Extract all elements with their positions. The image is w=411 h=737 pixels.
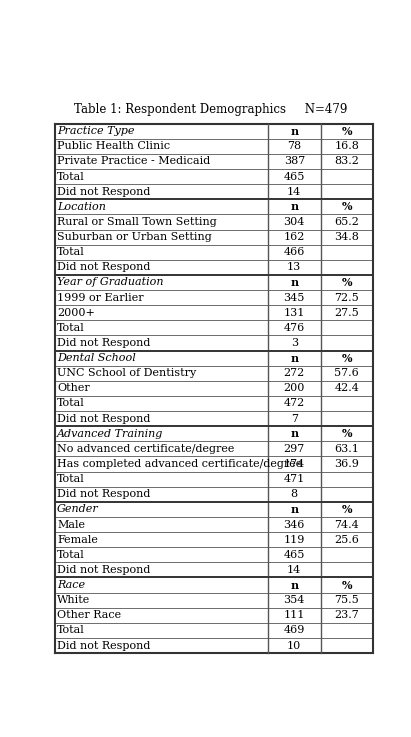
Text: Total: Total <box>57 474 85 484</box>
Text: Advanced Training: Advanced Training <box>57 429 164 439</box>
Text: 131: 131 <box>284 308 305 318</box>
Text: 465: 465 <box>284 172 305 181</box>
Text: 3: 3 <box>291 338 298 348</box>
Text: %: % <box>342 428 352 439</box>
Text: %: % <box>342 126 352 136</box>
Text: 75.5: 75.5 <box>335 595 359 605</box>
Text: 472: 472 <box>284 399 305 408</box>
Text: n: n <box>290 201 298 212</box>
Text: Table 1: Respondent Demographics     N=479: Table 1: Respondent Demographics N=479 <box>74 102 347 116</box>
Text: Did not Respond: Did not Respond <box>57 565 150 575</box>
Text: n: n <box>290 277 298 288</box>
Text: 387: 387 <box>284 156 305 167</box>
Text: Did not Respond: Did not Respond <box>57 489 150 499</box>
Text: 83.2: 83.2 <box>335 156 359 167</box>
Text: 10: 10 <box>287 640 301 651</box>
Text: 345: 345 <box>284 293 305 303</box>
Text: 272: 272 <box>284 368 305 378</box>
Text: Year of Graduation: Year of Graduation <box>57 277 164 287</box>
Text: 14: 14 <box>287 565 301 575</box>
Text: Location: Location <box>57 202 106 212</box>
Text: Total: Total <box>57 626 85 635</box>
Text: Gender: Gender <box>57 504 99 514</box>
Text: Suburban or Urban Setting: Suburban or Urban Setting <box>57 232 212 242</box>
Text: Has completed advanced certificate/degree: Has completed advanced certificate/degre… <box>57 459 302 469</box>
Text: 8: 8 <box>291 489 298 499</box>
Text: %: % <box>342 579 352 590</box>
Text: 25.6: 25.6 <box>335 534 359 545</box>
Text: 111: 111 <box>284 610 305 621</box>
Text: %: % <box>342 277 352 288</box>
Text: Did not Respond: Did not Respond <box>57 413 150 424</box>
Text: 13: 13 <box>287 262 301 273</box>
Text: 57.6: 57.6 <box>335 368 359 378</box>
Text: Private Practice - Medicaid: Private Practice - Medicaid <box>57 156 210 167</box>
Text: White: White <box>57 595 90 605</box>
Text: Total: Total <box>57 172 85 181</box>
Text: 74.4: 74.4 <box>335 520 359 529</box>
Text: n: n <box>290 126 298 136</box>
Text: 476: 476 <box>284 323 305 333</box>
Text: 36.9: 36.9 <box>335 459 359 469</box>
Text: No advanced certificate/degree: No advanced certificate/degree <box>57 444 235 454</box>
Text: 2000+: 2000+ <box>57 308 95 318</box>
Text: 465: 465 <box>284 550 305 560</box>
Text: Race: Race <box>57 580 85 590</box>
Text: 162: 162 <box>284 232 305 242</box>
Text: 1999 or Earlier: 1999 or Earlier <box>57 293 144 303</box>
Text: 16.8: 16.8 <box>335 142 359 151</box>
Text: 354: 354 <box>284 595 305 605</box>
Text: %: % <box>342 352 352 363</box>
Text: 174: 174 <box>284 459 305 469</box>
Text: 471: 471 <box>284 474 305 484</box>
Text: Female: Female <box>57 534 98 545</box>
Text: Total: Total <box>57 550 85 560</box>
Text: Public Health Clinic: Public Health Clinic <box>57 142 170 151</box>
Text: Other: Other <box>57 383 90 394</box>
Text: n: n <box>290 352 298 363</box>
Text: 346: 346 <box>284 520 305 529</box>
Text: %: % <box>342 504 352 515</box>
Text: 65.2: 65.2 <box>335 217 359 227</box>
Text: 34.8: 34.8 <box>335 232 359 242</box>
Text: 7: 7 <box>291 413 298 424</box>
Text: Rural or Small Town Setting: Rural or Small Town Setting <box>57 217 217 227</box>
Text: Practice Type: Practice Type <box>57 126 135 136</box>
Text: 466: 466 <box>284 247 305 257</box>
Text: Did not Respond: Did not Respond <box>57 186 150 197</box>
Text: 469: 469 <box>284 626 305 635</box>
Text: Total: Total <box>57 247 85 257</box>
Text: 304: 304 <box>284 217 305 227</box>
Text: 200: 200 <box>284 383 305 394</box>
Text: 27.5: 27.5 <box>335 308 359 318</box>
Text: Male: Male <box>57 520 85 529</box>
Text: Total: Total <box>57 399 85 408</box>
Text: 42.4: 42.4 <box>335 383 359 394</box>
Text: 72.5: 72.5 <box>335 293 359 303</box>
Text: Did not Respond: Did not Respond <box>57 262 150 273</box>
Text: %: % <box>342 201 352 212</box>
Text: Dental School: Dental School <box>57 353 136 363</box>
Text: 119: 119 <box>284 534 305 545</box>
Text: n: n <box>290 428 298 439</box>
Text: n: n <box>290 579 298 590</box>
Text: 14: 14 <box>287 186 301 197</box>
Text: 78: 78 <box>287 142 301 151</box>
Text: 63.1: 63.1 <box>335 444 359 454</box>
Text: Did not Respond: Did not Respond <box>57 338 150 348</box>
Text: Did not Respond: Did not Respond <box>57 640 150 651</box>
Text: 297: 297 <box>284 444 305 454</box>
Text: UNC School of Dentistry: UNC School of Dentistry <box>57 368 196 378</box>
Text: Total: Total <box>57 323 85 333</box>
Text: n: n <box>290 504 298 515</box>
Text: 23.7: 23.7 <box>335 610 359 621</box>
Text: Other Race: Other Race <box>57 610 121 621</box>
